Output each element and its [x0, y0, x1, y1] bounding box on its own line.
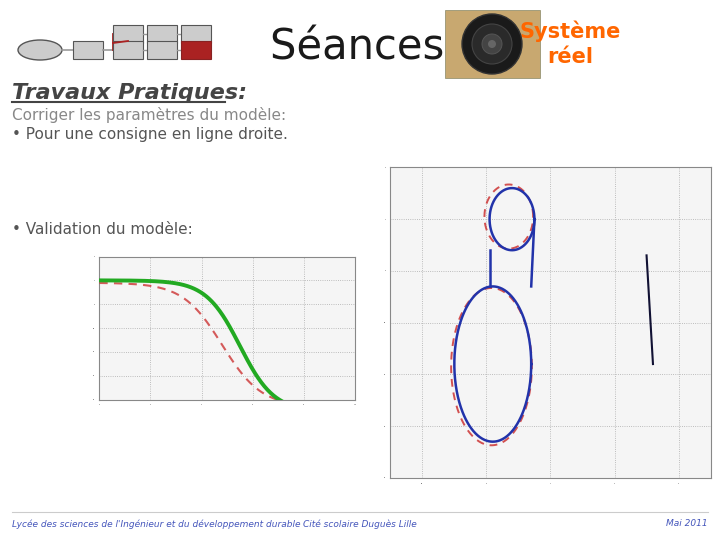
- Text: • Validation du modèle:: • Validation du modèle:: [12, 222, 193, 238]
- Text: Cité scolaire Duguès Lille: Cité scolaire Duguès Lille: [303, 519, 417, 529]
- Bar: [147, 41, 177, 59]
- Bar: [147, 25, 177, 43]
- Circle shape: [482, 34, 502, 54]
- Bar: [181, 41, 211, 59]
- Circle shape: [488, 40, 496, 48]
- Bar: [113, 41, 143, 59]
- Bar: [113, 25, 143, 43]
- Text: Système
réel: Système réel: [519, 21, 621, 67]
- Bar: [445, 10, 540, 78]
- Text: Mai 2011: Mai 2011: [667, 519, 708, 529]
- Bar: [181, 25, 211, 43]
- Bar: [73, 41, 103, 59]
- Text: Travaux Pratiques:: Travaux Pratiques:: [12, 83, 247, 103]
- Ellipse shape: [18, 40, 62, 60]
- Text: • Pour une consigne en ligne droite.: • Pour une consigne en ligne droite.: [12, 126, 288, 141]
- Circle shape: [462, 14, 522, 74]
- Circle shape: [472, 24, 512, 64]
- Text: Séances 5:: Séances 5:: [270, 27, 498, 69]
- Text: Lycée des sciences de l'Ingénieur et du développement durable: Lycée des sciences de l'Ingénieur et du …: [12, 519, 300, 529]
- Text: Corriger les paramètres du modèle:: Corriger les paramètres du modèle:: [12, 107, 286, 123]
